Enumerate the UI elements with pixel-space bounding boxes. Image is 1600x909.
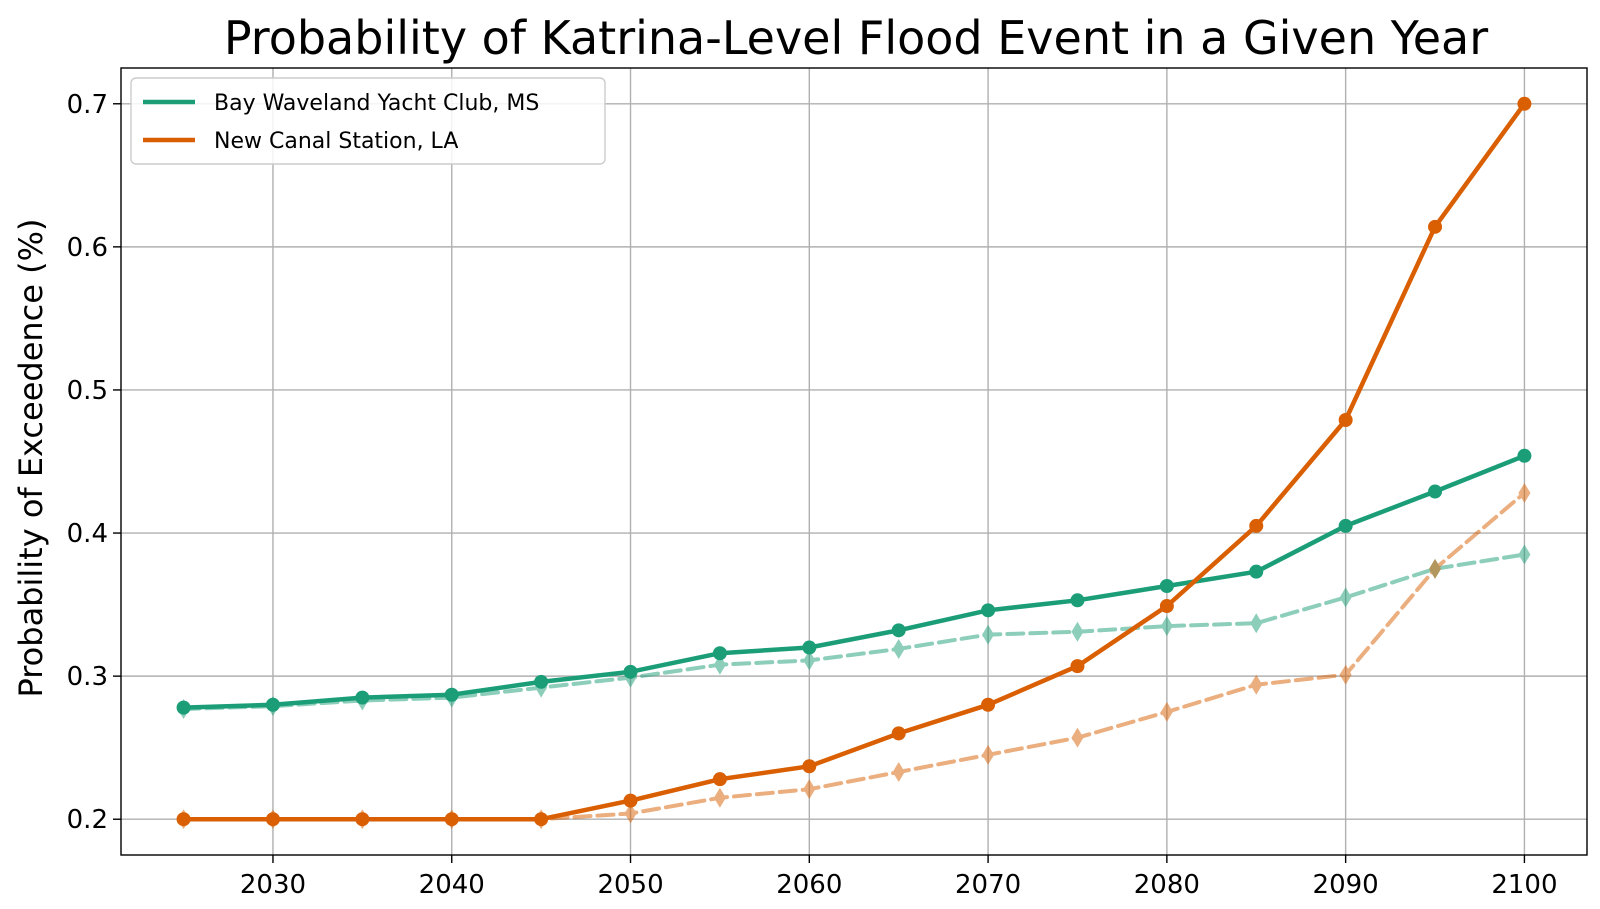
bay-waveland-yacht-club-ms-series xyxy=(176,448,1532,715)
bay-waveland-yacht-club-ms-point-2025 xyxy=(176,700,191,715)
plot-frame xyxy=(120,67,1588,856)
y-tick-label-0.4: 0.4 xyxy=(67,519,108,549)
dashed-series-4-point-2090 xyxy=(1339,664,1352,685)
bay-waveland-yacht-club-ms-point-2085 xyxy=(1249,564,1264,579)
new-canal-station-la-point-2040 xyxy=(444,812,459,827)
dashed-series-3-point-2080 xyxy=(1160,616,1173,637)
dashed-series-3-line xyxy=(181,552,1527,711)
legend-box xyxy=(130,77,606,165)
solid-series-layer xyxy=(176,96,1532,827)
dashed-series-4-point-2075 xyxy=(1071,727,1084,748)
new-canal-station-la-series xyxy=(176,96,1532,827)
bay-waveland-yacht-club-ms-point-2045 xyxy=(534,674,549,689)
bay-waveland-yacht-club-ms-point-2050 xyxy=(623,664,638,679)
dashed-series-3-point-2070 xyxy=(982,624,995,645)
bay-waveland-yacht-club-ms-point-2040 xyxy=(444,687,459,702)
bay-waveland-yacht-club-ms-point-2065 xyxy=(891,623,906,638)
dashed-series-3-point-2055 xyxy=(713,654,726,675)
bay-waveland-yacht-club-ms-point-2035 xyxy=(355,690,370,705)
axis-ticks: 2030 2040 2050 2060 2070 2080 2090 2100 0.2 0.3 0.… xyxy=(67,90,1558,900)
bay-waveland-yacht-club-ms-point-2070 xyxy=(981,603,996,618)
y-tick-label-0.3: 0.3 xyxy=(67,662,108,692)
y-tick-label-0.6: 0.6 xyxy=(67,233,108,263)
new-canal-station-la-point-2090 xyxy=(1338,413,1353,428)
chart-title: Probability of Katrina-Level Flood Event… xyxy=(224,11,1488,65)
new-canal-station-la-point-2055 xyxy=(712,772,727,787)
bay-waveland-yacht-club-ms-point-2075 xyxy=(1070,593,1085,608)
new-canal-station-la-point-2095 xyxy=(1428,219,1443,234)
dashed-series-4-point-2060 xyxy=(803,779,816,800)
legend: Bay Waveland Yacht Club, MS New Canal Sta… xyxy=(130,77,606,165)
x-tick-label-2060: 2060 xyxy=(776,870,842,900)
bay-waveland-yacht-club-ms-line xyxy=(181,453,1527,710)
dashed-series-4-point-2080 xyxy=(1160,701,1173,722)
x-tick-label-2040: 2040 xyxy=(419,870,485,900)
y-tick-label-0.7: 0.7 xyxy=(67,90,108,120)
new-canal-station-la-point-2050 xyxy=(623,793,638,808)
new-canal-station-la-point-2080 xyxy=(1159,599,1174,614)
y-axis-label: Probability of Exceedence (%) xyxy=(12,218,50,697)
new-canal-station-la-line xyxy=(181,101,1527,822)
x-tick-label-2070: 2070 xyxy=(955,870,1021,900)
bay-waveland-yacht-club-ms-point-2090 xyxy=(1338,518,1353,533)
dashed-series-4-point-2050 xyxy=(624,803,637,824)
dashed-series-4-point-2070 xyxy=(982,744,995,765)
new-canal-station-la-point-2045 xyxy=(534,812,549,827)
new-canal-station-la-point-2100 xyxy=(1517,96,1532,111)
bay-waveland-yacht-club-ms-point-2030 xyxy=(265,697,280,712)
y-tick-label-0.2: 0.2 xyxy=(67,805,108,835)
x-tick-label-2090: 2090 xyxy=(1313,870,1379,900)
dashed-series-3-point-2085 xyxy=(1250,613,1263,634)
x-tick-label-2050: 2050 xyxy=(597,870,663,900)
x-tick-label-2100: 2100 xyxy=(1491,870,1557,900)
dashed-series-3-point-2060 xyxy=(803,650,816,671)
dashed-series-4-point-2095 xyxy=(1429,558,1442,579)
y-tick-label-0.5: 0.5 xyxy=(67,376,108,406)
dashed-series-3-point-2065 xyxy=(892,638,905,659)
dashed-series-4-point-2085 xyxy=(1250,674,1263,695)
dashed-series-3-point-2075 xyxy=(1071,621,1084,642)
new-canal-station-la-point-2085 xyxy=(1249,518,1264,533)
bay-waveland-yacht-club-ms-point-2095 xyxy=(1428,484,1443,499)
dashed-series-3-point-2100 xyxy=(1518,544,1531,565)
bay-waveland-yacht-club-ms-point-2060 xyxy=(802,640,817,655)
legend-label-bay-waveland-yacht-club-ms: Bay Waveland Yacht Club, MS xyxy=(214,91,539,116)
new-canal-station-la-point-2075 xyxy=(1070,659,1085,674)
dashed-series-4-point-2065 xyxy=(892,762,905,783)
dashed-series-4-point-2100 xyxy=(1518,482,1531,503)
legend-label-new-canal-station-la: New Canal Station, LA xyxy=(214,129,458,154)
new-canal-station-la-point-2060 xyxy=(802,759,817,774)
new-canal-station-la-point-2030 xyxy=(265,812,280,827)
bay-waveland-yacht-club-ms-point-2100 xyxy=(1517,448,1532,463)
new-canal-station-la-point-2070 xyxy=(981,697,996,712)
x-tick-label-2080: 2080 xyxy=(1134,870,1200,900)
x-tick-label-2030: 2030 xyxy=(240,870,306,900)
dashed-series-3-series xyxy=(177,544,1531,720)
grid xyxy=(121,68,1587,855)
new-canal-station-la-point-2065 xyxy=(891,726,906,741)
new-canal-station-la-point-2035 xyxy=(355,812,370,827)
bay-waveland-yacht-club-ms-point-2055 xyxy=(712,646,727,661)
dashed-series-3-point-2090 xyxy=(1339,587,1352,608)
new-canal-station-la-point-2025 xyxy=(176,812,191,827)
bay-waveland-yacht-club-ms-point-2080 xyxy=(1159,578,1174,593)
dashed-series-4-point-2055 xyxy=(713,787,726,808)
